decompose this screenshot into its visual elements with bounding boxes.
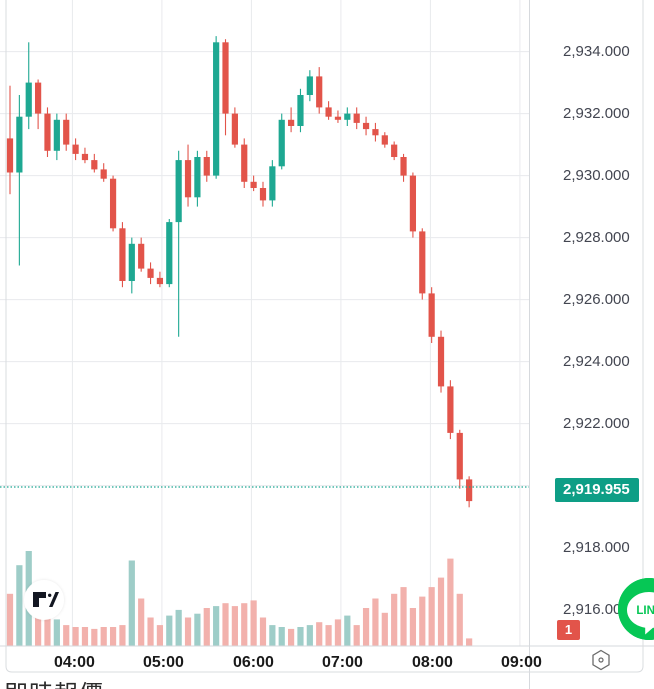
svg-text:LINE: LINE: [636, 605, 654, 617]
